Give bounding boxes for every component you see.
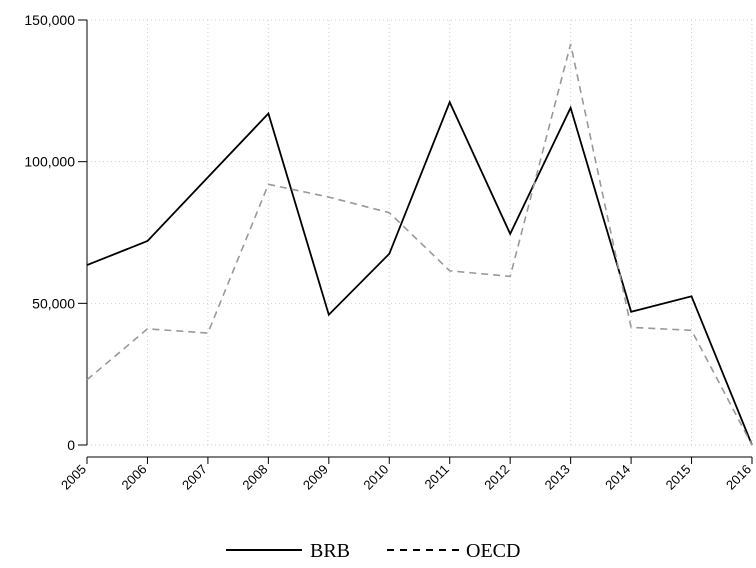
- legend-label-brb: BRB: [310, 540, 350, 562]
- series-lines: [86, 43, 753, 446]
- x-tick-label: 2006: [119, 462, 150, 493]
- x-tick-label: 2016: [723, 462, 754, 493]
- y-tick-label: 50,000: [32, 295, 75, 311]
- y-tick-label: 100,000: [24, 154, 75, 170]
- y-tick-label: 0: [67, 437, 75, 453]
- legend: BRB OECD: [226, 540, 520, 562]
- x-tick-label: 2008: [239, 462, 270, 493]
- x-tick-label: 2010: [360, 462, 391, 493]
- x-tick-label: 2012: [481, 462, 512, 493]
- x-tick-label: 2015: [663, 462, 694, 493]
- x-tick-label: 2013: [542, 462, 573, 493]
- x-tick-label: 2005: [58, 462, 89, 493]
- series-line-brb: [86, 99, 753, 446]
- x-tick-label: 2007: [179, 462, 210, 493]
- series-line-oecd: [86, 43, 753, 446]
- y-tick-label: 150,000: [24, 12, 75, 28]
- grid: [86, 19, 753, 446]
- x-tick-label: 2011: [421, 462, 451, 492]
- legend-label-oecd: OECD: [466, 540, 520, 562]
- x-tick-label: 2009: [300, 462, 331, 493]
- x-tick-label: 2014: [602, 462, 633, 493]
